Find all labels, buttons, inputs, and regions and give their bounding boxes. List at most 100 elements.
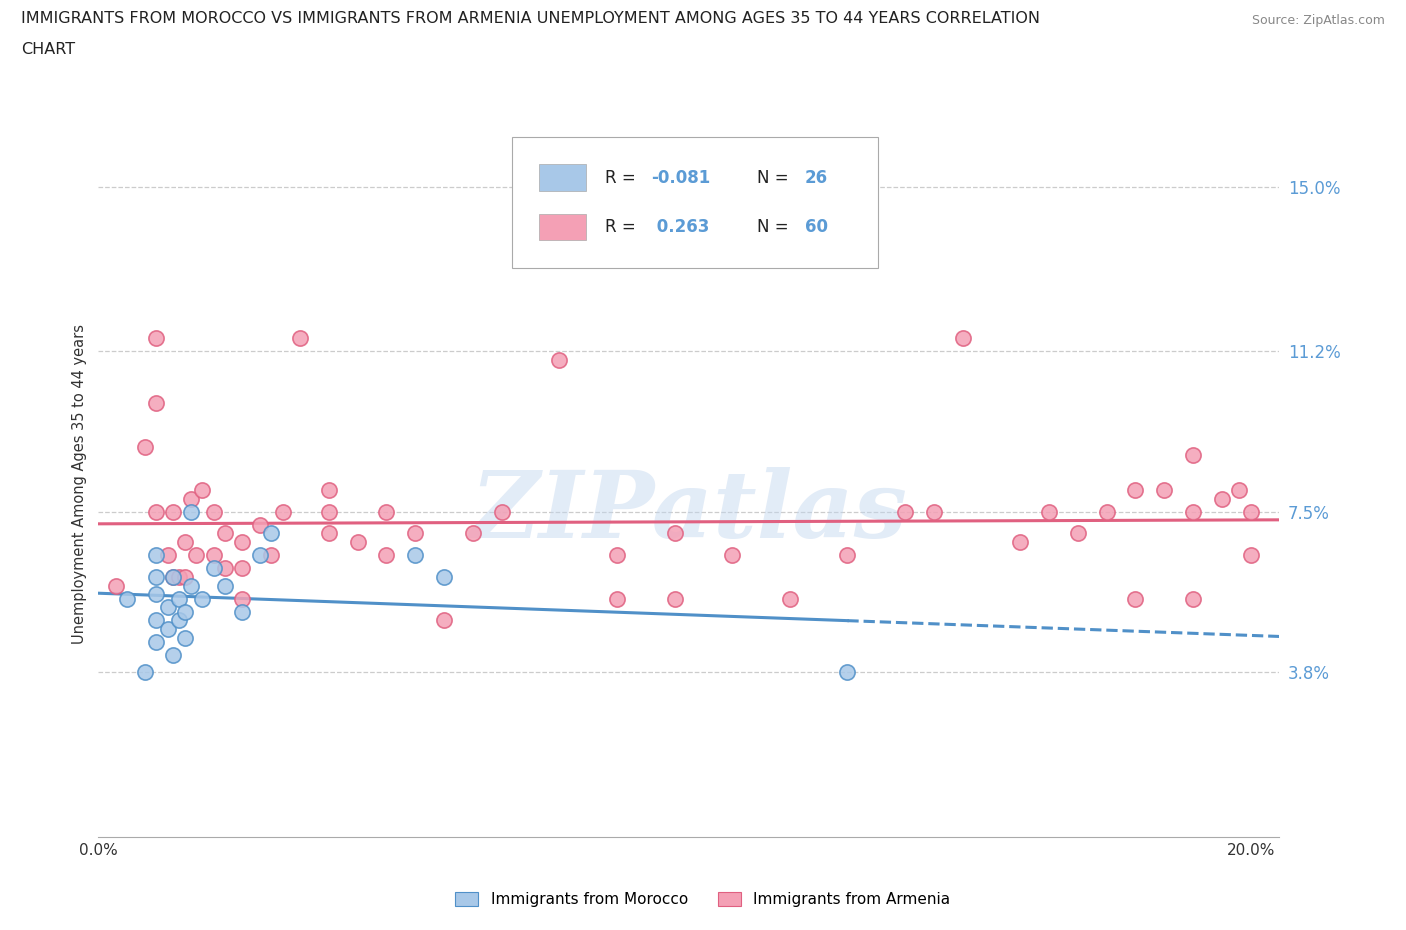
Point [167,613,190,628]
Point [271,504,294,519]
Point [145,504,167,519]
Text: N =: N = [758,168,794,187]
Point [346,535,368,550]
Point [156,548,179,563]
Point [186,548,208,563]
Point [162,504,184,519]
Point [145,634,167,649]
Point [404,526,426,541]
Point [191,591,214,606]
Point [721,548,744,563]
Text: 26: 26 [804,168,828,187]
Point [1211,491,1233,506]
Point [231,604,253,619]
Point [173,569,195,584]
Point [318,504,340,519]
Point [167,569,190,584]
Point [461,526,484,541]
Point [606,548,628,563]
FancyBboxPatch shape [538,164,586,191]
Point [115,591,138,606]
Point [1182,591,1205,606]
Point [145,587,167,602]
Point [1153,483,1175,498]
Point [173,631,195,645]
Point [180,578,202,593]
Point [318,483,340,498]
Point [249,548,271,563]
Point [260,526,283,541]
Point [249,517,271,532]
Point [1227,483,1250,498]
Point [134,665,156,680]
Text: R =: R = [605,168,641,187]
Point [491,504,513,519]
Point [1038,504,1060,519]
Point [375,548,398,563]
Point [231,561,253,576]
Point [191,483,214,498]
FancyBboxPatch shape [538,214,586,241]
FancyBboxPatch shape [512,138,877,268]
Point [606,591,628,606]
Point [375,504,398,519]
Text: CHART: CHART [21,42,75,57]
Text: -0.081: -0.081 [651,168,710,187]
Point [214,561,236,576]
Point [202,561,225,576]
Text: 60: 60 [804,218,828,236]
Point [1095,504,1118,519]
Point [288,331,311,346]
Point [1240,504,1263,519]
Y-axis label: Unemployment Among Ages 35 to 44 years: Unemployment Among Ages 35 to 44 years [72,324,87,644]
Point [156,600,179,615]
Point [162,569,184,584]
Point [145,613,167,628]
Point [231,591,253,606]
Point [214,526,236,541]
Text: ZIPatlas: ZIPatlas [471,467,907,557]
Point [1182,448,1205,463]
Point [145,569,167,584]
Point [145,331,167,346]
Point [104,578,127,593]
Point [894,504,917,519]
Point [404,548,426,563]
Point [664,591,686,606]
Point [134,439,156,454]
Point [231,535,253,550]
Text: 0.263: 0.263 [651,218,710,236]
Point [922,504,945,519]
Point [145,548,167,563]
Point [1125,591,1147,606]
Point [1240,548,1263,563]
Point [173,604,195,619]
Text: R =: R = [605,218,641,236]
Point [779,591,801,606]
Point [1067,526,1090,541]
Point [1010,535,1032,550]
Point [202,504,225,519]
Point [318,526,340,541]
Point [433,613,456,628]
Point [1125,483,1147,498]
Legend: Immigrants from Morocco, Immigrants from Armenia: Immigrants from Morocco, Immigrants from… [450,885,956,913]
Point [173,535,195,550]
Text: Source: ZipAtlas.com: Source: ZipAtlas.com [1251,14,1385,27]
Point [433,569,456,584]
Point [952,331,974,346]
Point [180,491,202,506]
Point [260,548,283,563]
Point [837,548,859,563]
Point [664,526,686,541]
Text: N =: N = [758,218,794,236]
Point [180,504,202,519]
Point [1182,504,1205,519]
Point [162,569,184,584]
Point [156,621,179,636]
Text: IMMIGRANTS FROM MOROCCO VS IMMIGRANTS FROM ARMENIA UNEMPLOYMENT AMONG AGES 35 TO: IMMIGRANTS FROM MOROCCO VS IMMIGRANTS FR… [21,11,1040,26]
Point [145,396,167,411]
Point [837,665,859,680]
Point [548,352,571,367]
Point [202,548,225,563]
